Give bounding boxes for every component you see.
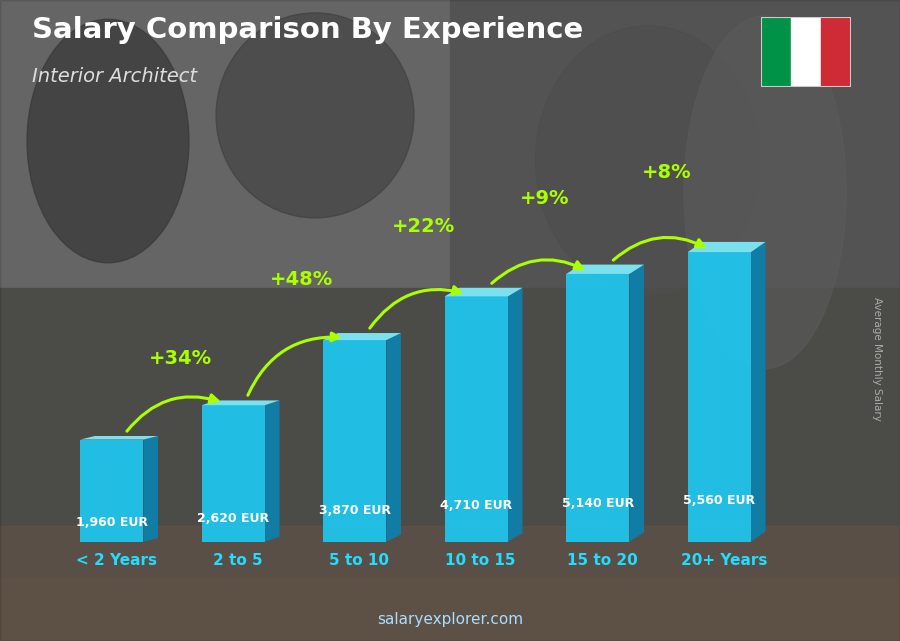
Bar bbox=[0, 0, 450, 288]
Text: 2,620 EUR: 2,620 EUR bbox=[197, 512, 269, 525]
Polygon shape bbox=[688, 242, 766, 252]
Polygon shape bbox=[143, 436, 158, 542]
Polygon shape bbox=[323, 340, 386, 542]
Ellipse shape bbox=[27, 19, 189, 263]
Text: 4,710 EUR: 4,710 EUR bbox=[440, 499, 512, 512]
Polygon shape bbox=[202, 405, 265, 542]
Bar bbox=[760, 17, 790, 87]
Text: Interior Architect: Interior Architect bbox=[32, 67, 196, 87]
Bar bbox=[790, 17, 821, 87]
Text: 1,960 EUR: 1,960 EUR bbox=[76, 517, 148, 529]
Bar bbox=[450, 0, 900, 288]
Text: +34%: +34% bbox=[148, 349, 212, 369]
Text: +48%: +48% bbox=[270, 270, 334, 289]
Text: 20+ Years: 20+ Years bbox=[680, 553, 767, 568]
Text: 10 to 15: 10 to 15 bbox=[446, 553, 516, 568]
Polygon shape bbox=[80, 436, 158, 440]
Polygon shape bbox=[566, 265, 644, 274]
Ellipse shape bbox=[684, 16, 846, 369]
FancyArrowPatch shape bbox=[248, 333, 339, 395]
FancyArrowPatch shape bbox=[127, 395, 218, 431]
Text: Average Monthly Salary: Average Monthly Salary bbox=[872, 297, 883, 421]
Text: 2 to 5: 2 to 5 bbox=[213, 553, 263, 568]
Polygon shape bbox=[323, 333, 401, 340]
Polygon shape bbox=[80, 440, 143, 542]
Polygon shape bbox=[386, 333, 401, 542]
Bar bbox=[0, 577, 900, 641]
Polygon shape bbox=[629, 265, 644, 542]
Text: salaryexplorer.com: salaryexplorer.com bbox=[377, 612, 523, 627]
Bar bbox=[0, 288, 900, 577]
Polygon shape bbox=[566, 274, 629, 542]
FancyArrowPatch shape bbox=[370, 287, 461, 328]
Text: 15 to 20: 15 to 20 bbox=[567, 553, 637, 568]
Bar bbox=[821, 17, 850, 87]
Polygon shape bbox=[508, 288, 523, 542]
Polygon shape bbox=[202, 401, 280, 405]
Text: < 2 Years: < 2 Years bbox=[76, 553, 157, 568]
Ellipse shape bbox=[216, 13, 414, 218]
Text: 3,870 EUR: 3,870 EUR bbox=[319, 504, 391, 517]
Text: 5,560 EUR: 5,560 EUR bbox=[683, 494, 755, 507]
Text: +8%: +8% bbox=[642, 163, 691, 181]
Text: +22%: +22% bbox=[392, 217, 455, 236]
Bar bbox=[0, 526, 900, 641]
Text: +9%: +9% bbox=[520, 189, 570, 208]
FancyArrowPatch shape bbox=[613, 237, 704, 260]
Text: 5,140 EUR: 5,140 EUR bbox=[562, 497, 634, 510]
Polygon shape bbox=[445, 296, 508, 542]
Text: Salary Comparison By Experience: Salary Comparison By Experience bbox=[32, 16, 583, 44]
Ellipse shape bbox=[536, 26, 760, 295]
Polygon shape bbox=[445, 288, 523, 296]
Text: 5 to 10: 5 to 10 bbox=[329, 553, 389, 568]
FancyArrowPatch shape bbox=[491, 260, 582, 283]
Polygon shape bbox=[688, 252, 751, 542]
Polygon shape bbox=[751, 242, 766, 542]
Polygon shape bbox=[265, 401, 280, 542]
